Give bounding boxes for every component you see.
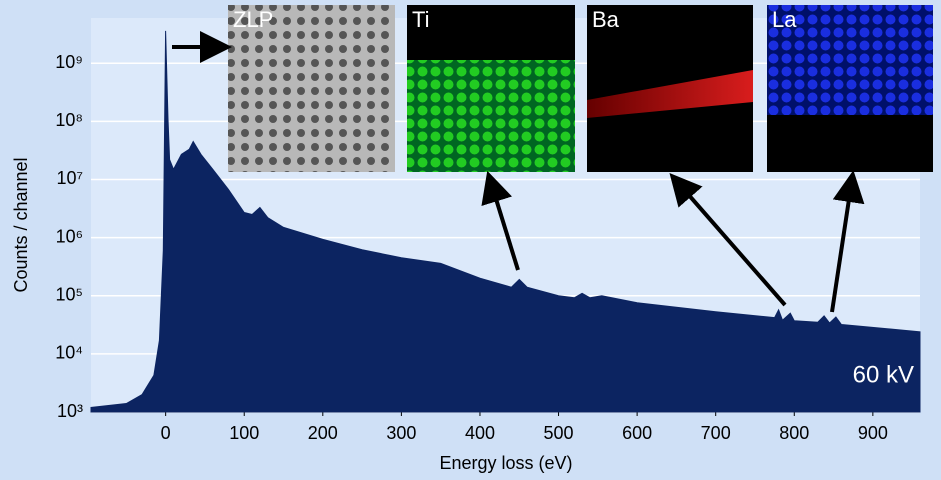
la-map bbox=[767, 5, 933, 115]
inset-label: Ba bbox=[592, 7, 620, 32]
x-tick-label: 400 bbox=[465, 423, 495, 443]
zlp-image bbox=[228, 5, 395, 172]
insets: ZLP Ti Ba La bbox=[228, 5, 933, 172]
arrows bbox=[172, 31, 865, 313]
y-tick-label: 10⁹ bbox=[55, 52, 83, 72]
x-tick-label: 300 bbox=[386, 423, 416, 443]
y-tick-label: 10³ bbox=[57, 401, 83, 421]
y-tick-label: 10⁸ bbox=[55, 110, 83, 130]
y-tick-label: 10⁷ bbox=[56, 168, 83, 188]
inset-label: Ti bbox=[412, 7, 430, 32]
y-tick-label: 10⁵ bbox=[56, 284, 83, 304]
y-tick-label: 10⁴ bbox=[55, 343, 83, 363]
annotation: 60 kV bbox=[853, 361, 914, 388]
x-tick-label: 900 bbox=[858, 423, 888, 443]
arrow bbox=[481, 170, 520, 271]
arrow bbox=[830, 170, 865, 313]
x-tick-label: 800 bbox=[779, 423, 809, 443]
x-tick-label: 200 bbox=[308, 423, 338, 443]
inset-label: ZLP bbox=[233, 7, 273, 32]
x-tick-label: 0 bbox=[161, 423, 171, 443]
spectrum-area bbox=[90, 30, 921, 413]
inset-label: La bbox=[772, 7, 797, 32]
x-tick-label: 700 bbox=[701, 423, 731, 443]
arrow bbox=[669, 172, 787, 307]
x-axis-label: Energy loss (eV) bbox=[439, 453, 572, 473]
y-axis-label: Counts / channel bbox=[11, 157, 31, 292]
x-tick-label: 100 bbox=[229, 423, 259, 443]
y-tick-label: 10⁶ bbox=[56, 226, 83, 246]
x-tick-label: 500 bbox=[544, 423, 574, 443]
ba-map bbox=[587, 70, 753, 118]
x-tick-label: 600 bbox=[622, 423, 652, 443]
ti-map bbox=[407, 60, 575, 172]
